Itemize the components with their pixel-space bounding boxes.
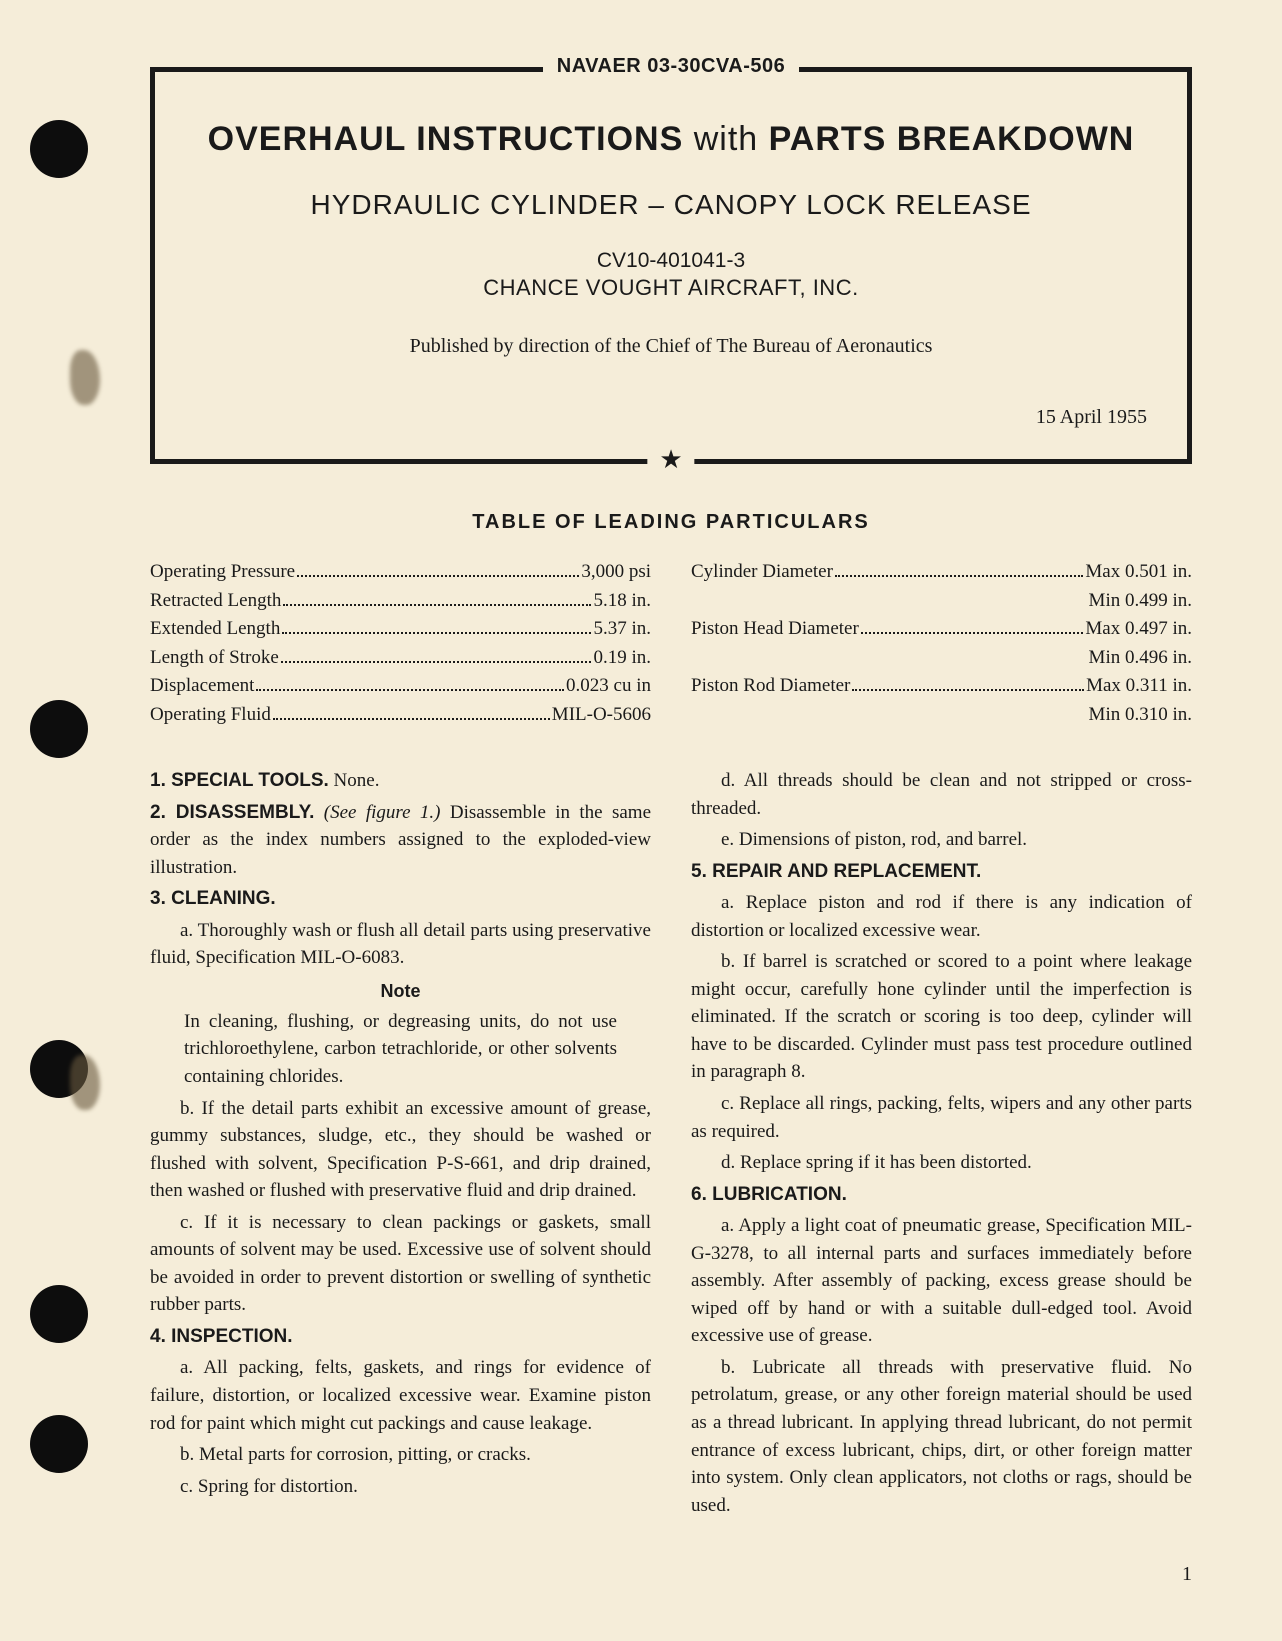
- punch-hole: [30, 700, 88, 758]
- section-5-head: 5. REPAIR AND REPLACEMENT.: [691, 858, 1192, 886]
- star-icon: ★: [647, 447, 694, 473]
- particulars-label: [691, 701, 696, 730]
- leader-dots: [835, 575, 1083, 577]
- particulars-label: [691, 644, 696, 673]
- punch-hole: [30, 1285, 88, 1343]
- particulars-row: Extended Length 5.37 in.: [150, 615, 651, 644]
- particulars-row: Operating Fluid MIL-O-5606: [150, 701, 651, 730]
- particulars-value: Min 0.310 in.: [1089, 701, 1192, 730]
- part-number: CV10-401041-3: [195, 249, 1147, 273]
- particulars-label: Cylinder Diameter: [691, 558, 833, 587]
- section-4d: d. All threads should be clean and not s…: [691, 767, 1192, 822]
- particulars-value: Max 0.497 in.: [1085, 615, 1192, 644]
- particulars-row: Min 0.496 in.: [691, 644, 1192, 673]
- body-text: 1. SPECIAL TOOLS. None. 2. DISASSEMBLY. …: [150, 767, 1192, 1519]
- document-code-header: NAVAER 03-30CVA-506: [150, 55, 1192, 78]
- particulars-label: Extended Length: [150, 615, 280, 644]
- page: NAVAER 03-30CVA-506 OVERHAUL INSTRUCTION…: [0, 0, 1282, 1641]
- leader-dots: [861, 632, 1084, 634]
- section-3-head: 3. CLEANING.: [150, 885, 651, 913]
- particulars-value: 5.37 in.: [593, 615, 651, 644]
- title-main: OVERHAUL INSTRUCTIONS with PARTS BREAKDO…: [195, 120, 1147, 159]
- title-box: OVERHAUL INSTRUCTIONS with PARTS BREAKDO…: [150, 67, 1192, 464]
- published-by: Published by direction of the Chief of T…: [195, 335, 1147, 358]
- leader-dots: [256, 689, 564, 691]
- manufacturer: CHANCE VOUGHT AIRCRAFT, INC.: [195, 275, 1147, 301]
- particulars-value: Max 0.501 in.: [1085, 558, 1192, 587]
- particulars-table: Operating Pressure3,000 psiRetracted Len…: [150, 558, 1192, 729]
- particulars-row: Min 0.499 in.: [691, 587, 1192, 616]
- particulars-label: Operating Fluid: [150, 701, 271, 730]
- section-6a: a. Apply a light coat of pneumatic greas…: [691, 1212, 1192, 1350]
- punch-hole: [30, 120, 88, 178]
- section-4e: e. Dimensions of piston, rod, and barrel…: [691, 826, 1192, 854]
- section-4-head: 4. INSPECTION.: [150, 1323, 651, 1351]
- particulars-value: Min 0.496 in.: [1089, 644, 1192, 673]
- section-6-head: 6. LUBRICATION.: [691, 1181, 1192, 1209]
- punch-hole: [30, 1415, 88, 1473]
- section-3a: a. Thoroughly wash or flush all detail p…: [150, 917, 651, 972]
- particulars-label: Displacement: [150, 672, 254, 701]
- leader-dots: [273, 718, 550, 720]
- section-4b: b. Metal parts for corrosion, pitting, o…: [150, 1441, 651, 1469]
- section-5c: c. Replace all rings, packing, felts, wi…: [691, 1090, 1192, 1145]
- particulars-col-left: Operating Pressure3,000 psiRetracted Len…: [150, 558, 651, 729]
- scan-artifact: [70, 1055, 100, 1110]
- leader-dots: [282, 632, 591, 634]
- particulars-value: Max 0.311 in.: [1086, 672, 1192, 701]
- section-5d: d. Replace spring if it has been distort…: [691, 1149, 1192, 1177]
- particulars-label: Piston Head Diameter: [691, 615, 859, 644]
- particulars-col-right: Cylinder Diameter Max 0.501 in. Min 0.499…: [691, 558, 1192, 729]
- leader-dots: [297, 575, 579, 577]
- section-2-ref: (See figure 1.): [314, 802, 449, 823]
- note-body: In cleaning, flushing, or degreasing uni…: [150, 1008, 651, 1091]
- title-main-with: with: [694, 120, 758, 158]
- particulars-label: Operating Pressure: [150, 558, 295, 587]
- section-2-head: 2. DISASSEMBLY.: [150, 802, 314, 823]
- particulars-value: 5.18 in.: [593, 587, 651, 616]
- particulars-label: Piston Rod Diameter: [691, 672, 850, 701]
- section-1: 1. SPECIAL TOOLS. None.: [150, 767, 651, 795]
- particulars-value: 0.19 in.: [593, 644, 651, 673]
- particulars-row: Min 0.310 in.: [691, 701, 1192, 730]
- particulars-label: Retracted Length: [150, 587, 281, 616]
- particulars-row: Operating Pressure 3,000 psi: [150, 558, 651, 587]
- particulars-value: Min 0.499 in.: [1089, 587, 1192, 616]
- particulars-row: Displacement 0.023 cu in: [150, 672, 651, 701]
- particulars-value: MIL-O-5606: [552, 701, 651, 730]
- particulars-label: [691, 587, 696, 616]
- section-4a: a. All packing, felts, gaskets, and ring…: [150, 1354, 651, 1437]
- document-code: NAVAER 03-30CVA-506: [543, 55, 799, 77]
- particulars-row: Piston Head Diameter Max 0.497 in.: [691, 615, 1192, 644]
- leader-dots: [852, 689, 1084, 691]
- section-5a: a. Replace piston and rod if there is an…: [691, 889, 1192, 944]
- publication-date: 15 April 1955: [195, 406, 1147, 429]
- section-2: 2. DISASSEMBLY. (See figure 1.) Disassem…: [150, 799, 651, 882]
- section-4c: c. Spring for distortion.: [150, 1473, 651, 1501]
- particulars-value: 0.023 cu in: [566, 672, 651, 701]
- section-1-head: 1. SPECIAL TOOLS.: [150, 770, 329, 791]
- section-3b: b. If the detail parts exhibit an excess…: [150, 1095, 651, 1205]
- particulars-row: Cylinder Diameter Max 0.501 in.: [691, 558, 1192, 587]
- leader-dots: [281, 661, 592, 663]
- leader-dots: [283, 604, 591, 606]
- title-main-b: PARTS BREAKDOWN: [769, 120, 1135, 158]
- particulars-value: 3,000 psi: [581, 558, 651, 587]
- section-5b: b. If barrel is scratched or scored to a…: [691, 948, 1192, 1086]
- particulars-label: Length of Stroke: [150, 644, 279, 673]
- scan-artifact: [70, 350, 100, 405]
- section-6b: b. Lubricate all threads with preservati…: [691, 1354, 1192, 1519]
- page-number: 1: [1182, 1563, 1192, 1586]
- title-main-a: OVERHAUL INSTRUCTIONS: [208, 120, 684, 158]
- section-3c: c. If it is necessary to clean packings …: [150, 1209, 651, 1319]
- title-sub: HYDRAULIC CYLINDER – CANOPY LOCK RELEASE: [195, 189, 1147, 221]
- particulars-row: Retracted Length 5.18 in.: [150, 587, 651, 616]
- particulars-row: Length of Stroke 0.19 in.: [150, 644, 651, 673]
- note-heading: Note: [150, 978, 651, 1004]
- particulars-row: Piston Rod Diameter Max 0.311 in.: [691, 672, 1192, 701]
- section-1-body: None.: [329, 770, 380, 791]
- particulars-heading: TABLE OF LEADING PARTICULARS: [150, 511, 1192, 534]
